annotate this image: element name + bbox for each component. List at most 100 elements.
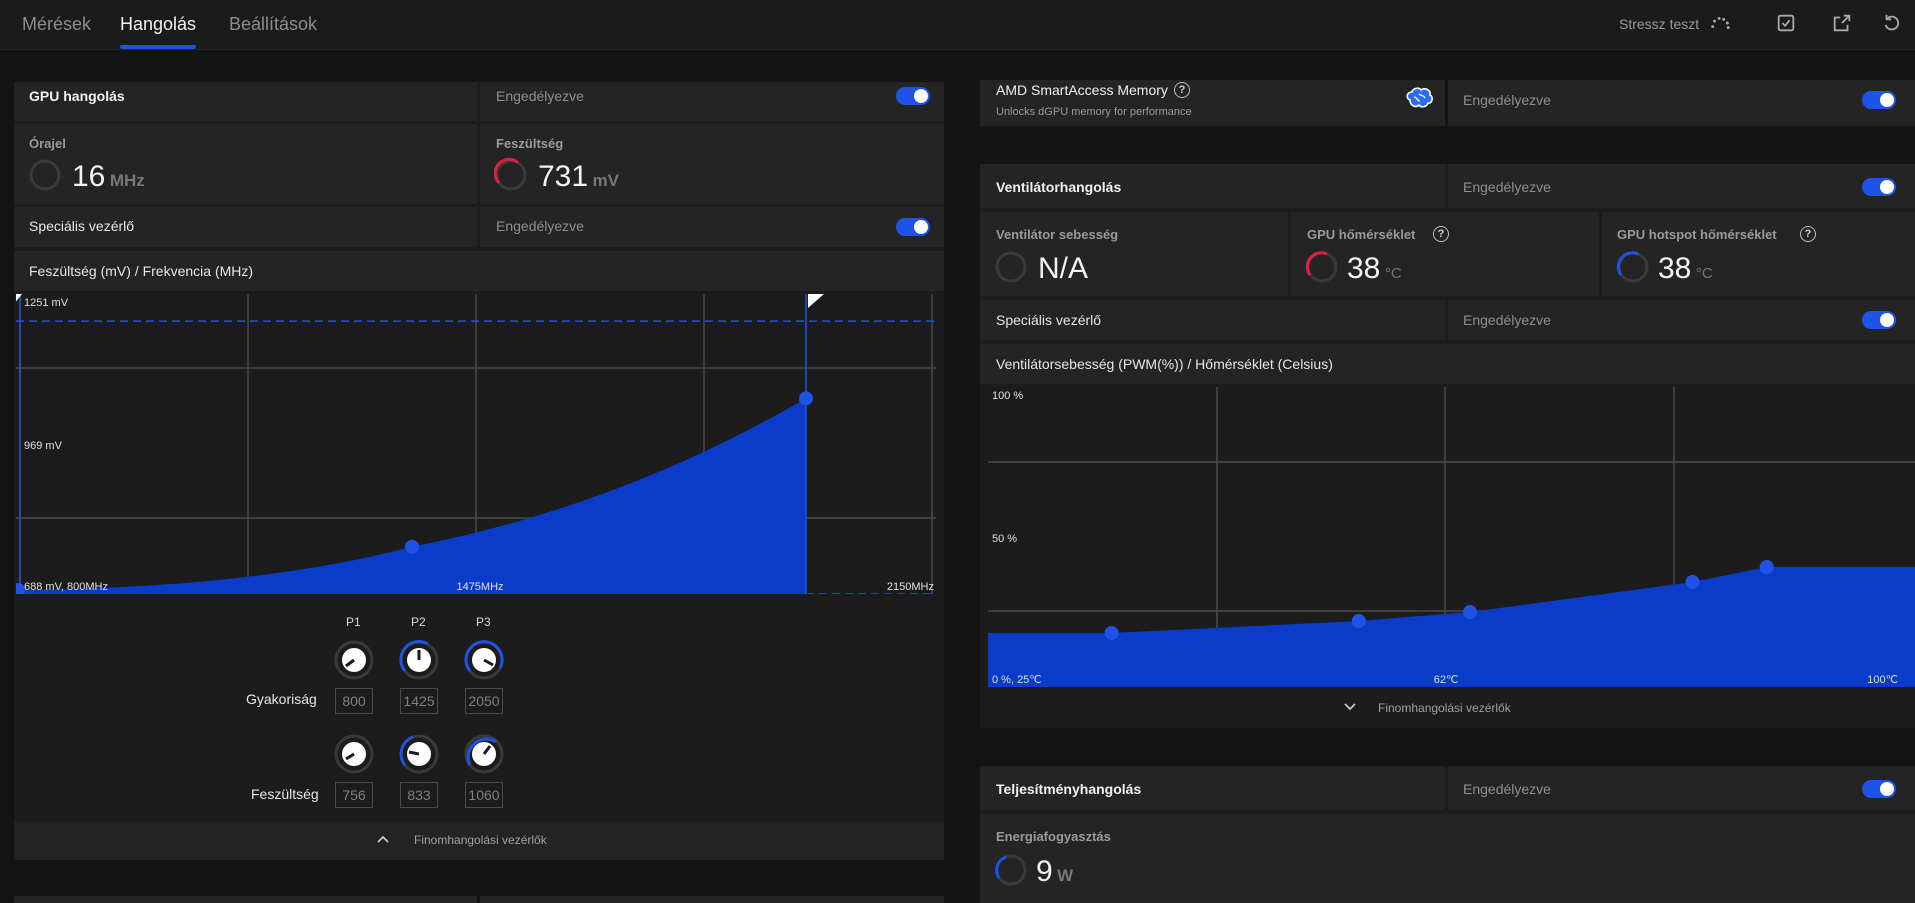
tab-hangolas[interactable]: Hangolás: [120, 14, 197, 34]
performance-toggle[interactable]: [1862, 780, 1896, 798]
gpu-special-enabled-label: Engedélyezve: [496, 218, 584, 234]
hotspot-temp-cell: GPU hotspot hőmérséklet ? 38 °C: [1602, 212, 1915, 296]
p2-frequency-field[interactable]: 1425: [400, 688, 438, 714]
clock-label: Órajel: [29, 136, 66, 151]
gpu-temp-help-icon[interactable]: ?: [1433, 226, 1449, 242]
gpu-special-toggle[interactable]: [896, 218, 930, 236]
gpu-temp-unit: °C: [1384, 265, 1402, 282]
p2-frequency-knob[interactable]: [399, 640, 439, 680]
chevron-up-icon: [377, 835, 389, 843]
gpu-tuning-enable-cell: Engedélyezve: [480, 82, 944, 121]
speedometer-icon[interactable]: [1709, 12, 1731, 34]
checklist-icon[interactable]: [1775, 12, 1797, 34]
fan-point-2[interactable]: [1351, 614, 1366, 628]
tab-meresek[interactable]: Mérések: [22, 14, 92, 34]
power-label: Energiafogyasztás: [996, 829, 1111, 844]
sam-cell: AMD SmartAccess Memory ? Unlocks dGPU me…: [980, 80, 1445, 126]
fan-tuning-title: Ventilátorhangolás: [996, 179, 1122, 195]
hotspot-temp-gauge-icon: [1616, 251, 1649, 283]
hotspot-temp-readout: 38 °C: [1658, 252, 1713, 286]
fan-x-max-tick: 100℃: [1867, 674, 1898, 686]
clock-cell: Órajel 16 MHz: [14, 124, 477, 204]
fan-enabled-label: Engedélyezve: [1463, 179, 1551, 195]
p3-voltage-field[interactable]: 1060: [465, 782, 503, 808]
vf-point-p2[interactable]: [404, 539, 419, 554]
fan-point-1[interactable]: [1104, 626, 1119, 640]
p1-label: P1: [346, 615, 361, 629]
voltage-row-label: Feszültség: [251, 786, 319, 802]
voltage-cell: Feszültség 731 mV: [480, 124, 944, 204]
fan-fine-tune-label: Finomhangolási vezérlők: [1378, 701, 1511, 715]
next-panel-stub-left: [14, 896, 477, 903]
p3-label: P3: [476, 615, 491, 629]
gpu-special-control-row: Speciális vezérlő: [14, 207, 477, 247]
gpu-special-control-label: Speciális vezérlő: [29, 218, 135, 234]
voltage-label: Feszültség: [496, 136, 564, 151]
p3-voltage-knob[interactable]: [464, 734, 504, 774]
gpu-tuning-toggle[interactable]: [896, 87, 930, 105]
vf-max-handle-icon[interactable]: [807, 294, 824, 308]
p1-frequency-knob[interactable]: [334, 640, 374, 680]
power-unit: W: [1057, 866, 1074, 885]
p1-frequency-field[interactable]: 800: [335, 688, 373, 714]
p2-voltage-knob[interactable]: [399, 734, 439, 774]
top-bar: Mérések Hangolás Beállítások Stressz tes…: [0, 0, 1915, 50]
gpu-temp-cell: GPU hőmérséklet ? 38 °C: [1291, 212, 1599, 296]
fan-y-mid-tick: 50 %: [992, 533, 1017, 545]
p2-voltage-field[interactable]: 833: [400, 782, 438, 808]
p1-voltage-field[interactable]: 756: [335, 782, 373, 808]
clock-unit: MHz: [109, 171, 145, 190]
gpu-temp-label: GPU hőmérséklet: [1307, 227, 1416, 242]
fan-special-toggle[interactable]: [1862, 311, 1896, 329]
clock-gauge-icon: [29, 159, 61, 191]
fan-special-enabled-label: Engedélyezve: [1463, 312, 1551, 328]
vf-chart[interactable]: 1251 mV 969 mV 688 mV, 800MHz 1475MHz 21…: [16, 294, 936, 594]
p3-frequency-knob[interactable]: [464, 640, 504, 680]
power-readout: 9 W: [1036, 855, 1073, 889]
sam-enabled-label: Engedélyezve: [1463, 92, 1551, 108]
fan-point-5[interactable]: [1759, 560, 1774, 574]
fan-toggle[interactable]: [1862, 178, 1896, 196]
fan-tuning-header: Ventilátorhangolás: [980, 164, 1445, 208]
fan-point-4[interactable]: [1685, 575, 1700, 589]
fan-point-3[interactable]: [1463, 605, 1478, 619]
reset-icon[interactable]: [1881, 12, 1903, 34]
voltage-gauge-icon: [494, 158, 527, 191]
p1-voltage-knob[interactable]: [334, 734, 374, 774]
fan-curve-area: [988, 567, 1915, 687]
clock-value: 16: [72, 160, 106, 193]
fan-chart[interactable]: 100 % 50 % 0 %, 25℃ 62℃ 100℃: [988, 387, 1915, 687]
p3-frequency-field[interactable]: 2050: [465, 688, 503, 714]
brain-icon: [1406, 87, 1433, 108]
vf-x-max-tick: 2150MHz: [887, 581, 934, 593]
next-panel-stub-right: [480, 896, 944, 903]
vf-y-top-tick: 1251 mV: [24, 297, 69, 309]
fan-speed-gauge-icon: [995, 251, 1027, 283]
export-icon[interactable]: [1831, 12, 1853, 34]
tab-beallitasok[interactable]: Beállítások: [229, 14, 318, 34]
vf-point-p3[interactable]: [798, 391, 813, 406]
voltage-readout: 731 mV: [538, 160, 619, 194]
gpu-fine-tune-bar[interactable]: Finomhangolási vezérlők: [14, 821, 944, 860]
stress-test-label[interactable]: Stressz teszt: [1619, 16, 1700, 32]
sam-title: AMD SmartAccess Memory: [996, 82, 1168, 98]
vf-curve-title: Feszültség (mV) / Frekvencia (MHz): [29, 263, 254, 279]
fan-speed-label: Ventilátor sebesség: [996, 227, 1119, 242]
fan-curve-title: Ventilátorsebesség (PWM(%)) / Hőmérsékle…: [996, 356, 1333, 372]
fan-x-mid-tick: 62℃: [1434, 674, 1459, 686]
gpu-tuning-title: GPU hangolás: [29, 88, 125, 104]
vf-curve-area: [18, 398, 806, 594]
sam-toggle[interactable]: [1862, 91, 1896, 109]
fan-speed-cell: Ventilátor sebesség N/A: [980, 212, 1288, 296]
fan-fine-tune-bar[interactable]: Finomhangolási vezérlők: [980, 690, 1915, 728]
vf-point-p1[interactable]: [16, 583, 25, 594]
performance-header: Teljesítményhangolás: [980, 766, 1445, 810]
hotspot-temp-help-icon[interactable]: ?: [1800, 226, 1816, 242]
fan-special-control-label: Speciális vezérlő: [996, 312, 1102, 328]
sam-help-icon[interactable]: ?: [1174, 82, 1190, 98]
gpu-temp-readout: 38 °C: [1347, 252, 1402, 286]
vf-y-mid-tick: 969 mV: [24, 440, 63, 452]
vf-min-handle-icon[interactable]: [16, 294, 22, 304]
gpu-temp-value: 38: [1347, 252, 1381, 285]
performance-enable-cell: Engedélyezve: [1448, 766, 1915, 810]
